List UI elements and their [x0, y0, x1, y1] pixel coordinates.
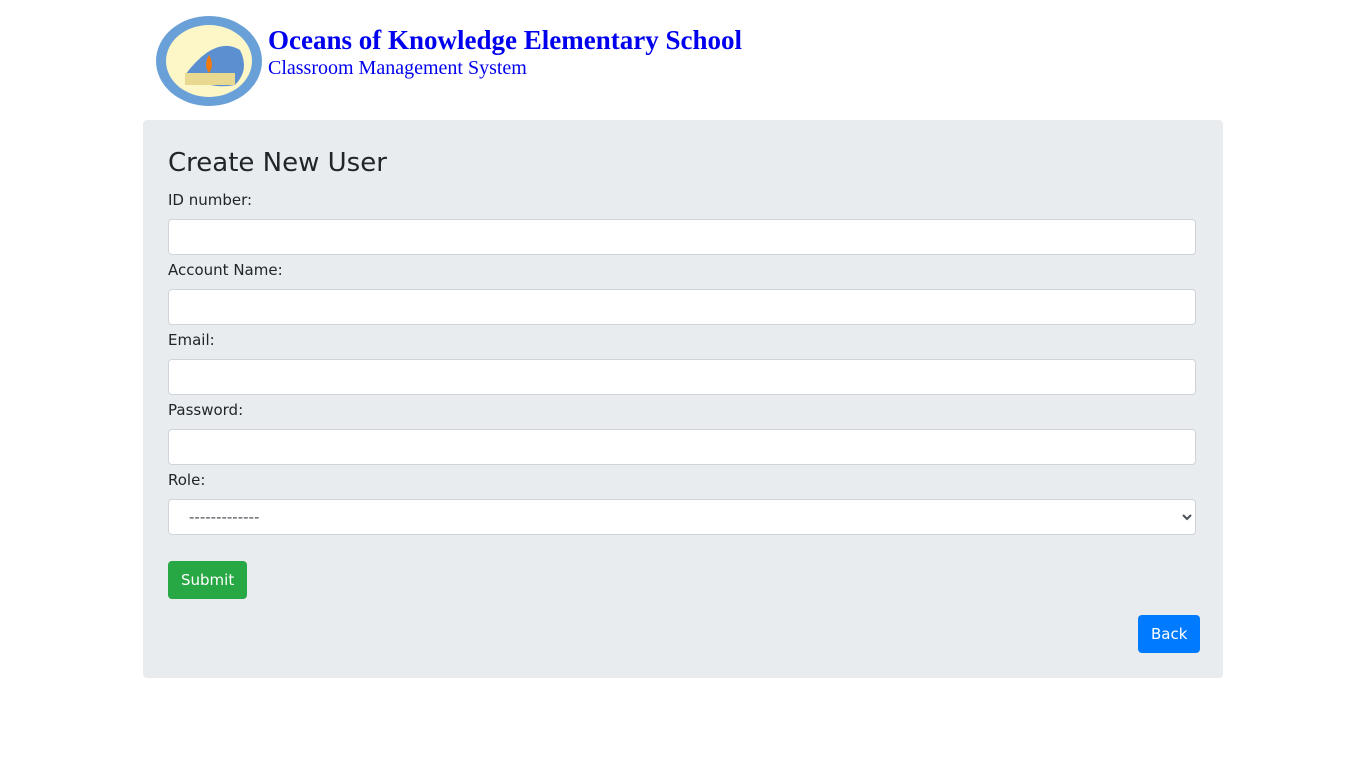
submit-button[interactable]: Submit — [168, 561, 248, 599]
page-title: Create New User — [168, 148, 387, 178]
password-input[interactable] — [168, 429, 1196, 465]
role-select[interactable]: ------------- — [168, 499, 1196, 535]
password-label: Password: — [168, 401, 244, 419]
back-button[interactable]: Back — [1138, 615, 1201, 653]
id-number-input[interactable] — [168, 219, 1196, 255]
site-header: Oceans of Knowledge Elementary School Cl… — [155, 15, 742, 107]
account-name-input[interactable] — [168, 289, 1196, 325]
account-name-label: Account Name: — [168, 261, 283, 279]
system-subtitle: Classroom Management System — [268, 57, 527, 79]
school-title: Oceans of Knowledge Elementary School — [268, 25, 742, 55]
email-input[interactable] — [168, 359, 1196, 395]
school-logo — [156, 16, 262, 106]
role-label: Role: — [168, 471, 206, 489]
create-user-form: Create New User ID number: Account Name:… — [143, 120, 1223, 678]
email-label: Email: — [168, 331, 215, 349]
id-number-label: ID number: — [168, 191, 253, 209]
